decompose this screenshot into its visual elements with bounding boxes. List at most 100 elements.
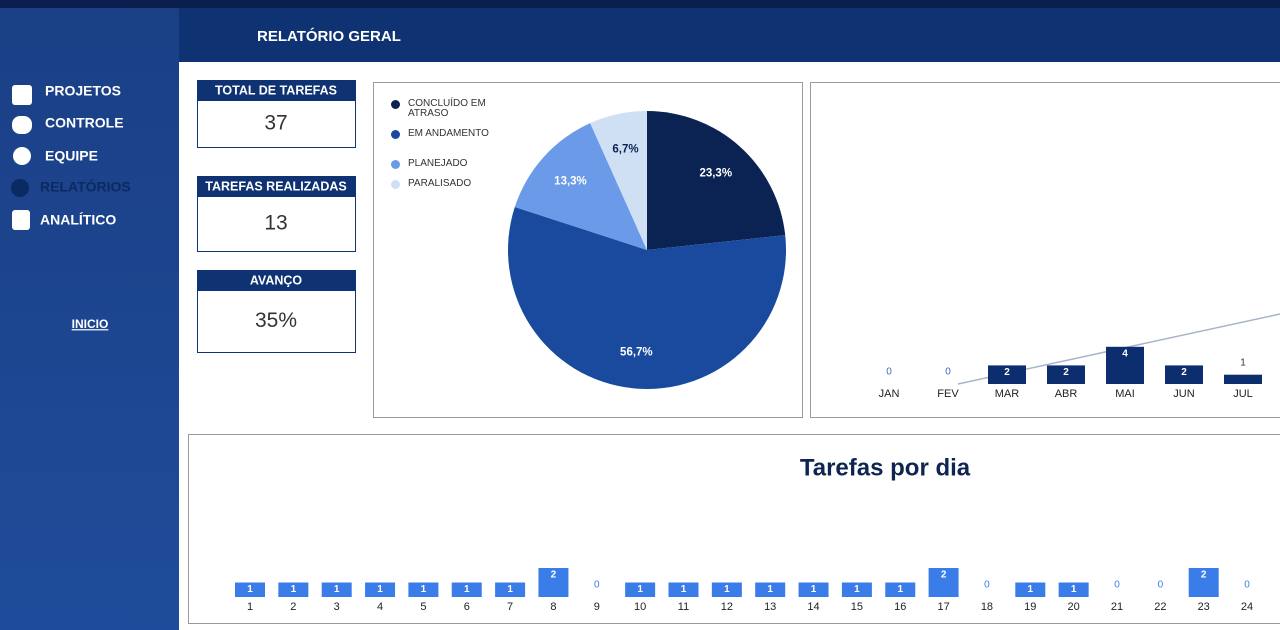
x-tick-label: 5 — [420, 601, 426, 613]
nav-item[interactable]: PROJETOS — [45, 83, 121, 99]
data-label: 1 — [1028, 584, 1034, 595]
data-label: 2 — [551, 570, 557, 581]
x-tick-label: 21 — [1111, 601, 1123, 613]
legend-label: PLANEJADO — [408, 158, 468, 169]
data-label: 0 — [886, 367, 892, 378]
data-label: 1 — [1071, 584, 1077, 595]
charts: 23,3% 56,7% 13,3% 6,7% 0 JAN 0 FEV 2 MAR 2 ABR 4 MAI 2… — [235, 111, 1262, 613]
x-tick-label: ABR — [1055, 388, 1078, 400]
data-label: 1 — [1240, 357, 1246, 368]
data-label: 6,7% — [612, 143, 638, 155]
bar — [1165, 365, 1203, 384]
data-label: 2 — [941, 570, 947, 581]
x-tick-label: 17 — [937, 601, 949, 613]
x-tick-label: JUL — [1233, 388, 1253, 400]
bar — [451, 582, 482, 597]
x-tick-label: 4 — [377, 601, 383, 613]
x-tick-label: 9 — [594, 601, 600, 613]
bar — [625, 582, 656, 597]
data-label: 0 — [984, 580, 990, 591]
kpi-cards: TOTAL DE TAREFAS 37 TAREFAS REALIZADAS 13 AV… — [197, 80, 356, 353]
legend-label: PARALISADO — [408, 178, 472, 189]
pie-slice — [647, 111, 786, 250]
header-title: RELATÓRIO GERAL — [257, 27, 401, 45]
nav-item[interactable]: RELATÓRIOS — [40, 178, 131, 195]
data-label: 1 — [637, 584, 643, 595]
nav-icon — [12, 85, 32, 105]
data-label: 4 — [1122, 348, 1128, 359]
x-tick-label: JUN — [1173, 388, 1194, 400]
pie-slice — [514, 123, 647, 250]
bar — [798, 582, 829, 597]
data-label: 2 — [1004, 367, 1010, 378]
bar — [1106, 346, 1144, 384]
legend-entry: PARALISADO — [391, 178, 498, 189]
data-label: 0 — [594, 580, 600, 591]
kpi-value: 35% — [255, 309, 297, 332]
bar — [928, 568, 959, 597]
x-tick-label: 10 — [634, 601, 646, 613]
bar — [1015, 582, 1046, 597]
data-label: 0 — [1244, 580, 1250, 591]
x-tick-label: JAN — [879, 388, 900, 400]
bar — [1047, 365, 1085, 384]
x-tick-label: 22 — [1154, 601, 1166, 613]
data-label: 0 — [1158, 580, 1164, 591]
bar — [841, 582, 872, 597]
kpi-label: AVANÇO — [250, 273, 303, 287]
data-label: 0 — [945, 367, 951, 378]
x-tick-label: 15 — [851, 601, 863, 613]
bar — [365, 582, 396, 597]
nav-item[interactable]: ANALÍTICO — [40, 212, 116, 228]
data-label: 1 — [377, 584, 383, 595]
top-strip — [0, 0, 1280, 8]
legend-entry: PLANEJADO — [391, 158, 498, 169]
pie-slice — [590, 111, 647, 250]
legend-entry: CONCLUÍDO EM ATRASO — [391, 99, 498, 119]
bar — [495, 582, 526, 597]
x-tick-label: 1 — [247, 601, 253, 613]
data-label: 56,7% — [620, 346, 653, 358]
bar — [235, 582, 265, 597]
data-label: 1 — [464, 584, 470, 595]
kpi-label: TOTAL DE TAREFAS — [215, 83, 337, 97]
nav-icon — [12, 116, 32, 134]
legend-entry: EM ANDAMENTO — [391, 128, 498, 139]
data-label: 1 — [421, 584, 427, 595]
x-tick-label: 23 — [1198, 601, 1210, 613]
x-tick-label: 19 — [1024, 601, 1036, 613]
data-label: 2 — [1063, 367, 1069, 378]
nav-link[interactable]: INICIO — [72, 317, 109, 331]
nav-item[interactable]: CONTROLE — [45, 115, 124, 131]
data-label: 1 — [247, 584, 253, 595]
nav-icon — [11, 179, 29, 197]
sidebar — [0, 0, 179, 630]
bar — [538, 568, 569, 597]
data-label: 1 — [291, 584, 297, 595]
bar — [885, 582, 916, 597]
x-tick-label: 18 — [981, 601, 993, 613]
legend-label: EM ANDAMENTO — [408, 128, 489, 139]
x-tick-label: MAI — [1115, 388, 1135, 400]
bar — [1058, 582, 1089, 597]
x-tick-label: 8 — [550, 601, 556, 613]
data-label: 0 — [1114, 580, 1120, 591]
x-tick-label: 6 — [464, 601, 470, 613]
pie-slice — [508, 207, 786, 389]
legend-swatch — [391, 160, 400, 169]
x-tick-label: 11 — [678, 601, 689, 613]
legend-swatch — [391, 180, 400, 189]
x-tick-label: FEV — [937, 388, 959, 400]
x-tick-label: 14 — [807, 601, 819, 613]
x-tick-label: 24 — [1241, 601, 1253, 613]
kpi-header — [197, 270, 356, 291]
kpi-value: 37 — [264, 112, 287, 135]
nav-item[interactable]: EQUIPE — [45, 148, 98, 164]
data-label: 2 — [1201, 570, 1207, 581]
x-tick-label: 2 — [290, 601, 296, 613]
x-tick-label: 13 — [764, 601, 776, 613]
bar — [988, 365, 1026, 384]
x-tick-label: 7 — [507, 601, 513, 613]
